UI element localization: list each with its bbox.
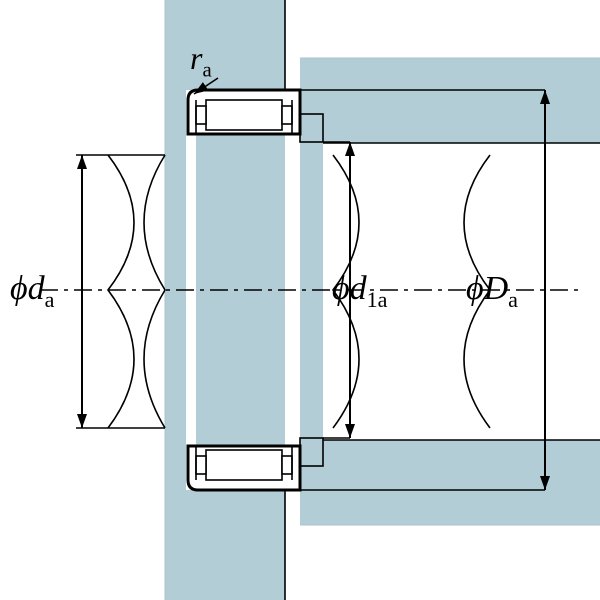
label-d1a: ϕd1a bbox=[332, 270, 387, 313]
label-Da-phi: ϕ bbox=[466, 270, 484, 307]
label-Da-sub: a bbox=[508, 287, 518, 312]
label-da-sub: a bbox=[45, 287, 55, 312]
label-Da-var: D bbox=[484, 270, 509, 307]
bearing-bottom bbox=[188, 446, 300, 490]
label-ra: ra bbox=[190, 40, 212, 82]
label-ra-sub: a bbox=[202, 58, 211, 81]
bearing-top bbox=[188, 90, 300, 134]
label-da: ϕda bbox=[10, 270, 54, 313]
label-Da: ϕDa bbox=[466, 270, 518, 313]
label-da-phi: ϕ bbox=[10, 270, 28, 307]
label-d1a-var: d bbox=[350, 270, 367, 307]
label-da-var: d bbox=[28, 270, 45, 307]
label-ra-var: r bbox=[190, 40, 202, 76]
label-d1a-sub: 1a bbox=[367, 287, 388, 312]
break-curve-left bbox=[108, 155, 134, 428]
label-d1a-phi: ϕ bbox=[332, 270, 350, 307]
